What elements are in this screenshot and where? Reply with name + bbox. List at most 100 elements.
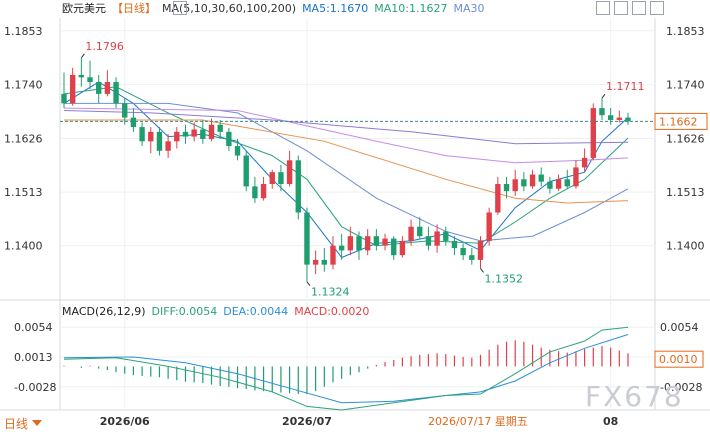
macd-current-tag [654,350,704,368]
candle-body [278,172,284,185]
candle-body [590,108,596,158]
candle-body [373,236,380,246]
candle-body [521,179,527,187]
ma-line-ma30 [64,102,629,242]
macd-diff-value: DIFF:0.0054 [151,305,218,318]
candle-body [182,131,189,137]
candle-body [399,240,406,256]
x-tick-label: 2026/07 [282,415,332,428]
candle-body [417,226,423,237]
candle-body [122,103,128,118]
candle-body [477,240,484,260]
current-price-tag [654,112,708,130]
candle-body [486,212,492,241]
candle-body [469,255,475,260]
candle-body [295,160,301,213]
annotation-pointer [306,281,311,287]
candle-body [226,131,232,147]
period-tab[interactable]: 日线 [0,414,58,432]
ma10-value: MA10:1.1627 [374,1,448,15]
price-tick-label-right: 1.1740 [666,78,705,91]
indicator-settings-icon[interactable] [173,1,187,15]
chevron-down-icon [32,420,43,426]
annotation-pointer [80,53,85,59]
x-tick-label: 08 [603,415,618,428]
candle-body [260,184,267,199]
candle-body [607,115,614,120]
candle-body [503,184,510,192]
candle-body [174,131,180,142]
candle-body [139,127,145,142]
candle-body [243,155,249,187]
price-tick-label-left: 1.1740 [4,78,43,91]
macd-tick-label-left: -0.0028 [14,381,56,394]
price-tick-label-right: 1.1400 [666,240,705,253]
price-tick-label-left: 1.1626 [4,132,43,145]
macd-header: MACD(26,12,9) DIFF:0.0054 DEA:0.0044 MAC… [62,305,375,318]
current-price-label: 1.1662 [659,115,698,128]
candle-body [538,174,544,182]
candle-body [234,146,241,156]
watermark-logo: FX678 [585,380,684,413]
candle-body [96,82,102,94]
candle-body [365,236,371,251]
candle-body [408,226,414,241]
annotation-label: 1.1711 [606,80,645,93]
close-icon[interactable] [650,1,664,15]
macd-tick-label-right: 0.0054 [660,321,699,334]
macd-tick-label-left: 0.0013 [14,351,53,364]
price-tick-label-left: 1.1400 [4,240,43,253]
minimize-icon[interactable] [632,1,646,15]
candle-body [555,179,562,189]
ma-indicator-label[interactable]: MA(5,10,30,60,100,200) [162,1,297,15]
candle-body [616,117,623,120]
period-selector[interactable]: 【日线】 [112,2,156,15]
macd-tick-label-left: 0.0054 [14,321,53,334]
candle-body [269,172,275,185]
candle-body [312,259,319,265]
candle-body [217,124,223,132]
ma-line-ma200 [63,110,629,145]
ma-line-ma10 [63,86,629,247]
candle-body [165,141,171,151]
candle-body [208,124,215,139]
candle-body [547,181,553,189]
candle-body [451,240,458,249]
candle-body [391,238,397,256]
macd-diff-line [63,326,629,411]
candle-body [434,231,440,246]
x-tick-label: 2026/06 [100,415,150,428]
ma30-value: MA30 [453,1,485,15]
candle-body [529,174,536,187]
candle-body [460,248,466,256]
candle-body [330,245,336,265]
macd-title[interactable]: MACD(26,12,9) [62,305,146,318]
candle-body [69,74,76,104]
macd-dea-value: DEA:0.0044 [223,305,289,318]
crosshair-date-label: 2026/07/17 星期五 [428,415,528,428]
period-tab-label[interactable]: 日线 [4,416,29,431]
ma5-value: MA5:1.1670 [302,1,369,15]
candle-body [581,157,588,168]
candle-body [61,93,67,104]
price-tick-label-left: 1.1853 [4,25,43,38]
annotation-label: 1.1324 [311,286,350,299]
annotation-label: 1.1352 [484,272,523,285]
price-tick-label-right: 1.1513 [666,186,705,199]
expand-icon[interactable] [614,1,628,15]
annotation-pointer [601,93,606,99]
candle-body [625,117,631,122]
candle-body [113,82,119,104]
macd-tick-label-right: -0.0028 [660,381,702,394]
candle-body [382,238,388,246]
candle-body [356,236,362,251]
price-tick-label-right: 1.1853 [666,25,705,38]
candle-body [564,179,570,187]
candle-body [78,74,85,78]
annotation-pointer [480,268,484,273]
candle-body [286,160,293,185]
settings-icon[interactable] [596,1,610,15]
annotation-label: 1.1796 [85,40,124,53]
price-tick-label-right: 1.1626 [666,132,705,145]
